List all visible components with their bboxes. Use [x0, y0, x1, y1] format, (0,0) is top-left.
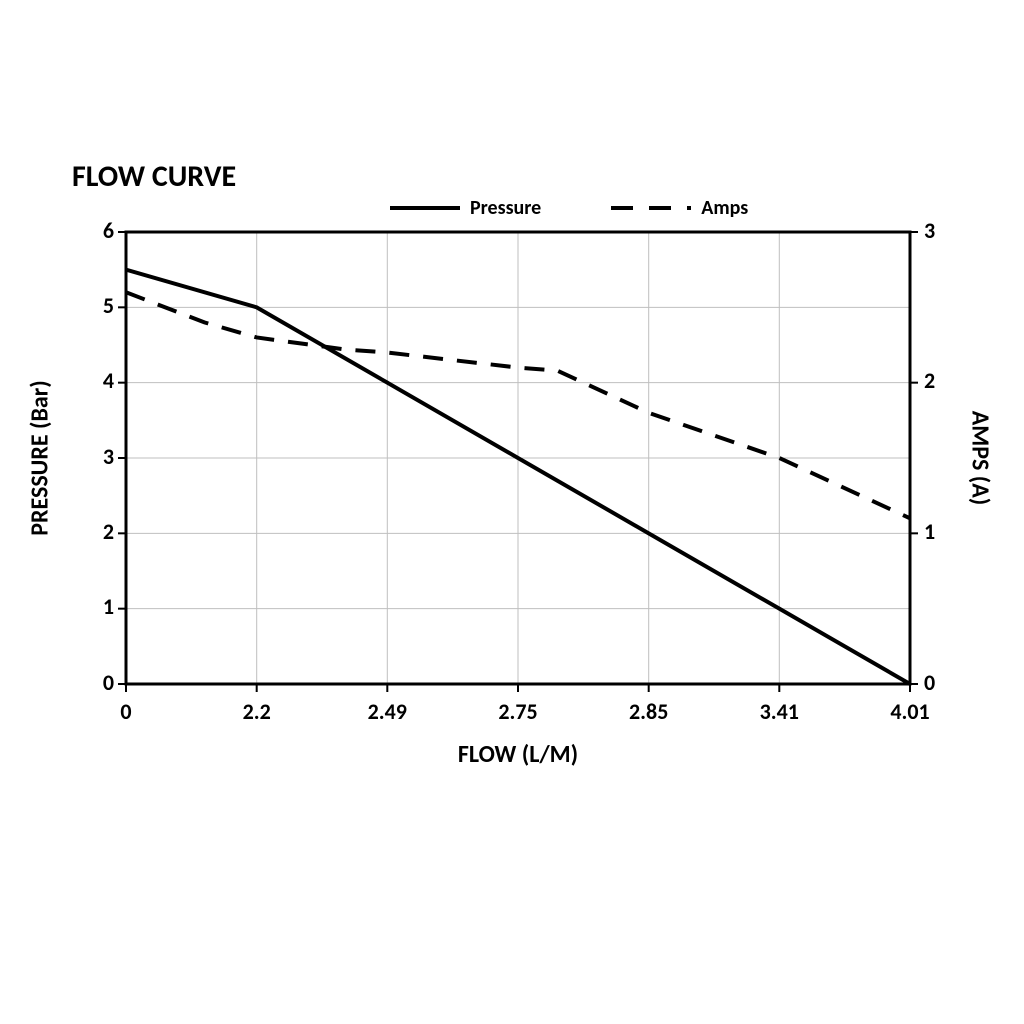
tick-label: 4 — [84, 367, 114, 394]
tick-label: 3.41 — [744, 698, 814, 725]
y-right-axis-label: AMPS (A) — [966, 411, 995, 506]
chart-container: FLOW CURVE Pressure Amps PRESSURE (Bar) … — [0, 0, 1024, 1024]
tick-label: 1 — [924, 518, 954, 545]
legend-item-pressure: Pressure — [390, 196, 541, 220]
plot-area — [126, 232, 910, 684]
tick-label: 6 — [84, 217, 114, 244]
tick-label: 2.85 — [614, 698, 684, 725]
legend-label: Pressure — [470, 196, 541, 220]
tick-label: 3 — [84, 443, 114, 470]
chart-title: FLOW CURVE — [72, 158, 236, 195]
tick-label: 2 — [924, 367, 954, 394]
tick-label: 2.49 — [352, 698, 422, 725]
y-left-axis-label: PRESSURE (Bar) — [26, 380, 55, 536]
legend-line-solid-icon — [390, 198, 460, 218]
tick-label: 1 — [84, 593, 114, 620]
tick-label: 0 — [91, 698, 161, 725]
tick-label: 2.75 — [483, 698, 553, 725]
tick-label: 5 — [84, 292, 114, 319]
legend-item-amps: Amps — [611, 196, 748, 220]
tick-label: 2 — [84, 518, 114, 545]
tick-label: 0 — [84, 669, 114, 696]
x-axis-label: FLOW (L/M) — [458, 740, 578, 769]
tick-label: 3 — [924, 217, 954, 244]
legend-label: Amps — [701, 196, 748, 220]
tick-label: 2.2 — [222, 698, 292, 725]
tick-label: 0 — [924, 669, 954, 696]
legend: Pressure Amps — [390, 196, 748, 220]
legend-line-dashed-icon — [611, 198, 691, 218]
tick-label: 4.01 — [875, 698, 945, 725]
